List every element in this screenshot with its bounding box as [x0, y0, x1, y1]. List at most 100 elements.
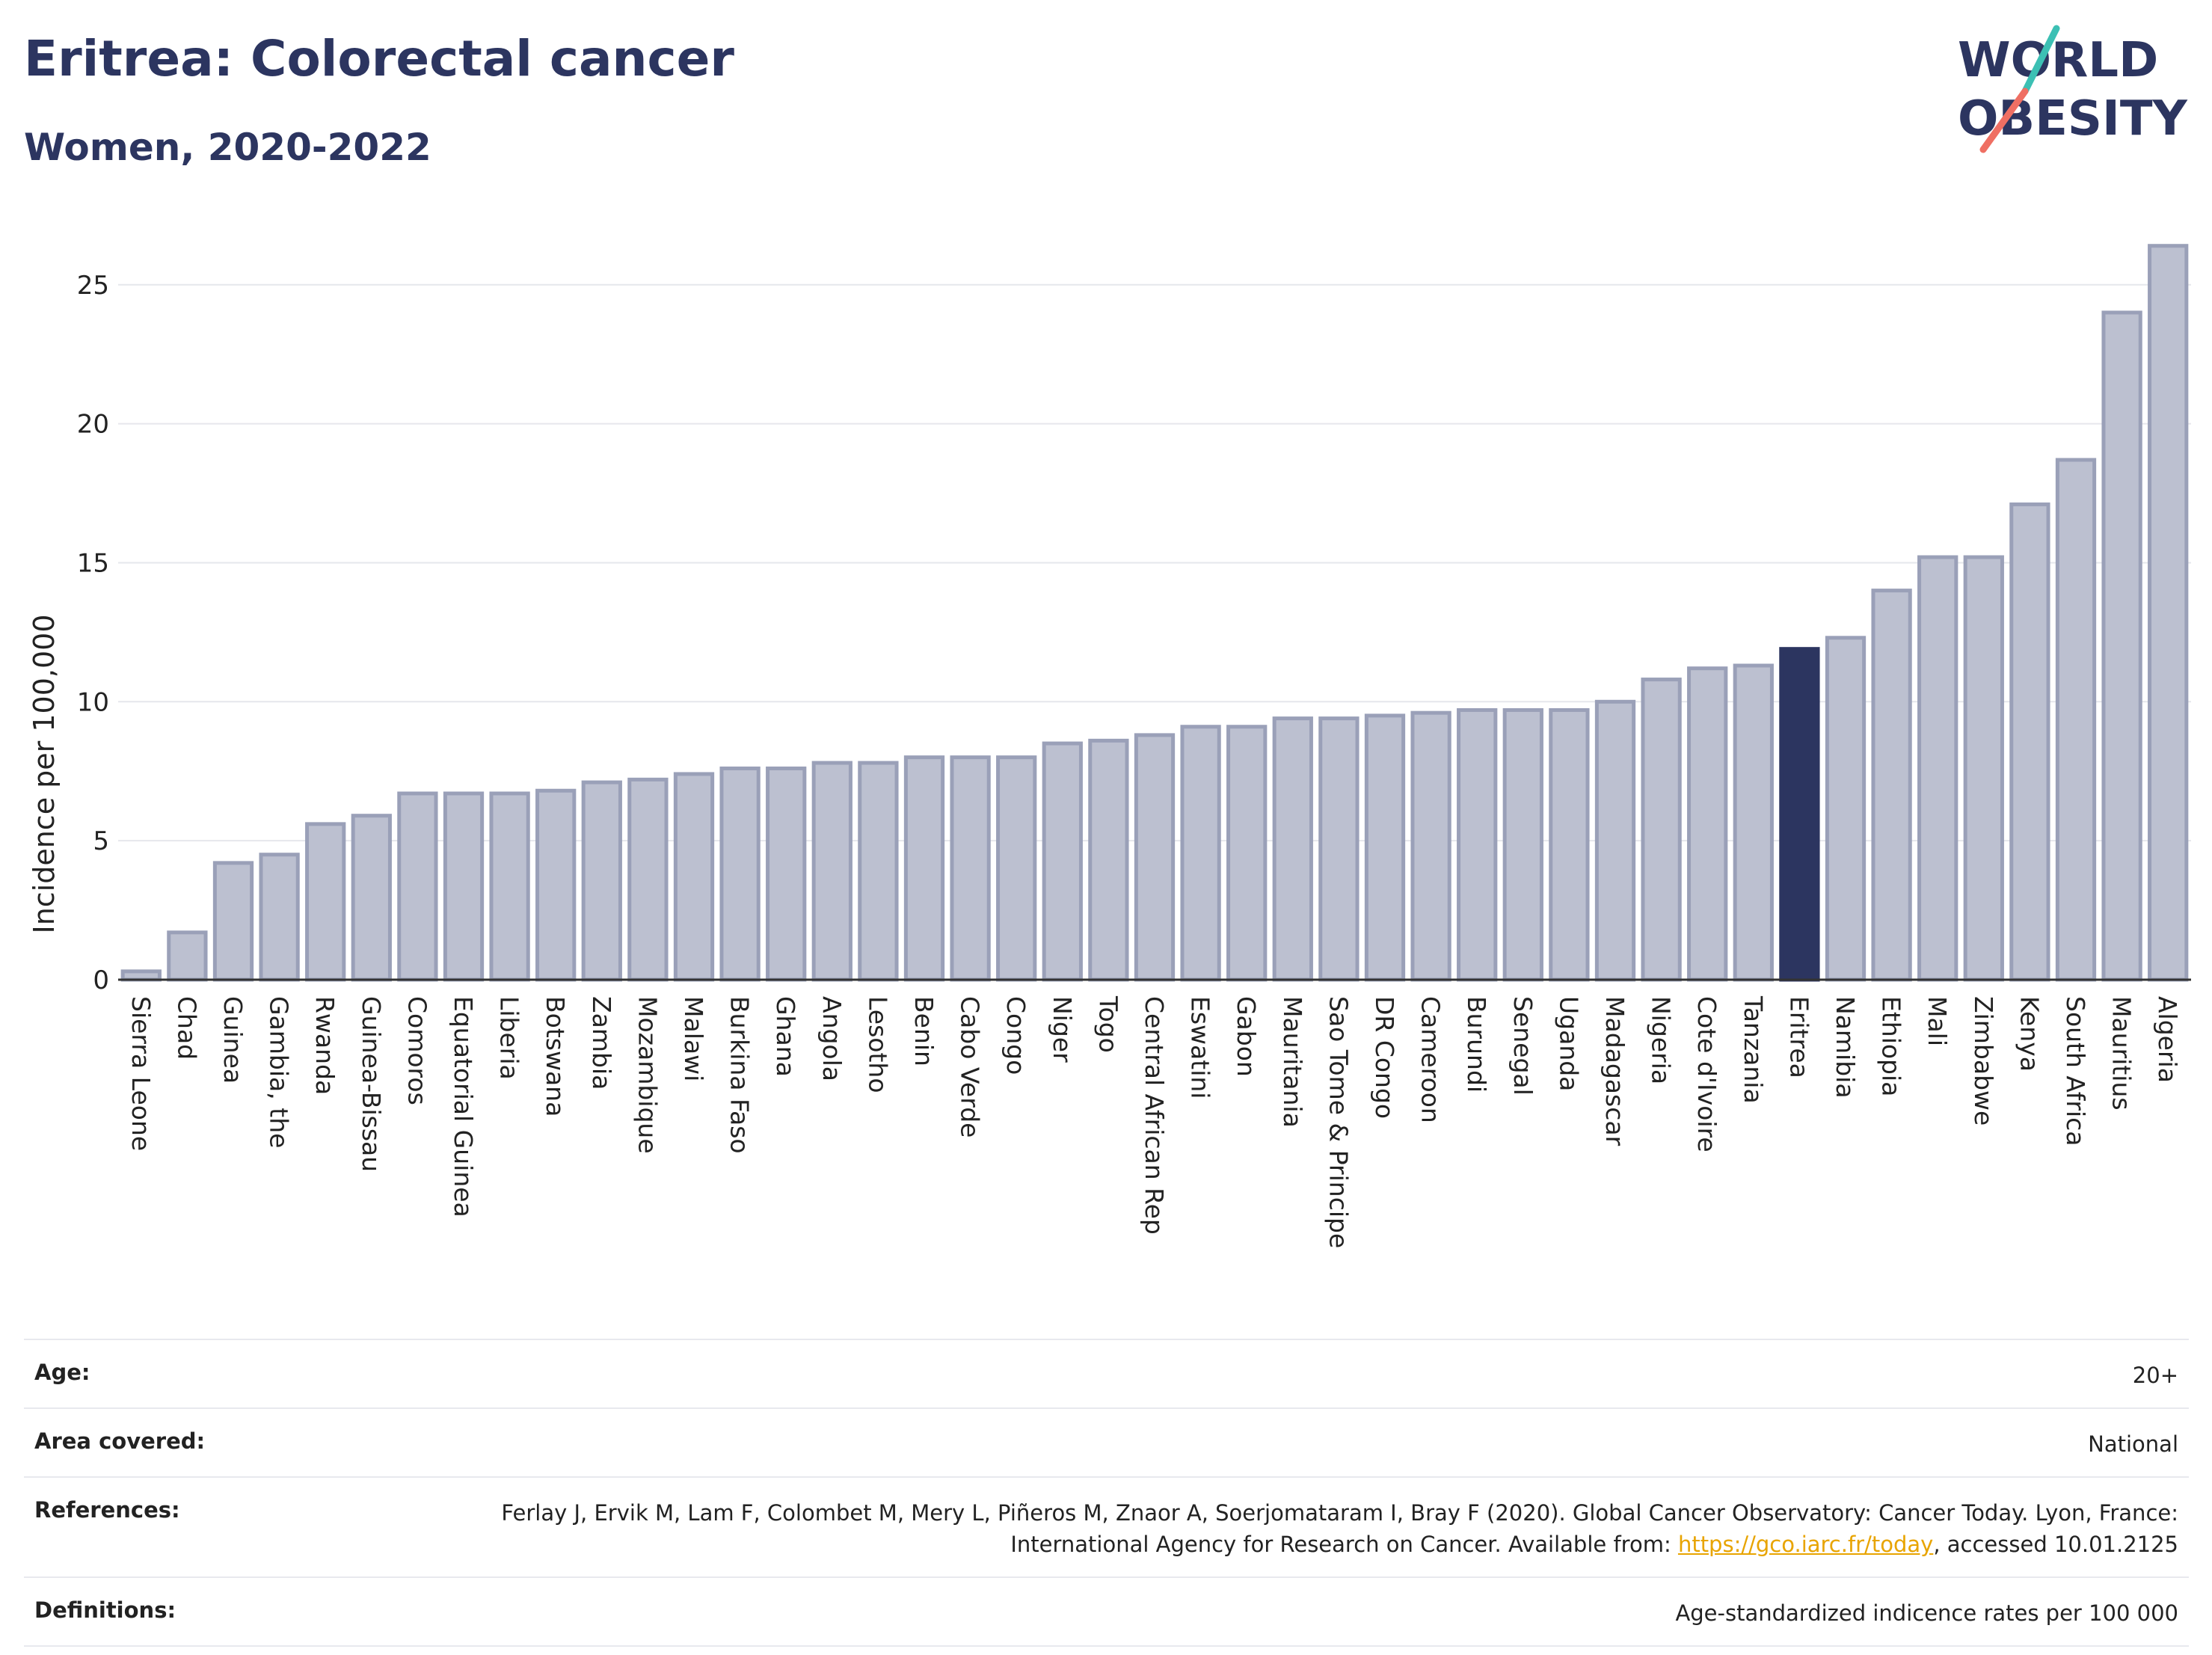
bar-chart: 0 5 10 15 20 25 Sierra Leone Chad Guinea Gambia,… — [28, 244, 2191, 1248]
bar — [2055, 458, 2097, 982]
bar — [443, 791, 485, 982]
x-tick-label: Equatorial Guinea — [449, 996, 478, 1218]
x-tick-label: Rwanda — [310, 996, 340, 1095]
x-tick-label: Chad — [172, 996, 201, 1060]
x-tick-label: Tanzania — [1739, 995, 1768, 1104]
x-tick-label: Cote d'Ivoire — [1692, 996, 1721, 1152]
x-tick-label: Togo — [1093, 995, 1122, 1053]
x-tick-label: Algeria — [2153, 996, 2182, 1083]
bar — [1687, 666, 1728, 982]
bar — [1457, 707, 1498, 982]
bar — [1088, 738, 1129, 982]
x-tick-label: DR Congo — [1370, 996, 1399, 1119]
bar — [996, 755, 1037, 982]
bar — [212, 861, 254, 982]
y-tick-label: 10 — [77, 687, 109, 717]
meta-label: Age: — [34, 1360, 90, 1385]
logo-text-world: WORLD — [1958, 33, 2158, 88]
bar — [1641, 678, 1682, 982]
reference-text: Ferlay J, Ervik M, Lam F, Colombet M, Me… — [501, 1500, 2178, 1557]
x-tick-label: Zambia — [587, 996, 616, 1090]
meta-value: Ferlay J, Ervik M, Lam F, Colombet M, Me… — [458, 1497, 2178, 1560]
bar — [1042, 741, 1083, 982]
x-tick-label: Comoros — [402, 996, 431, 1105]
logo-slash-icon-teal — [2021, 25, 2060, 95]
x-tick-label: Eritrea — [1784, 996, 1813, 1078]
meta-label: References: — [34, 1497, 180, 1523]
y-tick-labels: 0 5 10 15 20 25 — [77, 271, 109, 995]
x-tick-label: South Africa — [2061, 996, 2090, 1146]
bar — [1364, 713, 1406, 982]
bar — [1594, 699, 1636, 982]
x-tick-label: Mali — [1923, 996, 1952, 1046]
meta-row-definitions: Definitions: Age-standardized indicence … — [24, 1576, 2189, 1647]
x-tick-label: Ghana — [771, 996, 800, 1077]
x-tick-label: Guinea-Bissau — [357, 996, 386, 1172]
x-tick-label: Gabon — [1232, 996, 1261, 1077]
bar — [1502, 707, 1543, 982]
x-tick-label: Niger — [1048, 996, 1077, 1063]
x-tick-label: Lesotho — [863, 996, 892, 1093]
x-tick-label: Mozambique — [633, 996, 662, 1154]
bar — [950, 755, 991, 982]
y-axis-label: Incidence per 100,000 — [28, 614, 61, 933]
bar — [1733, 663, 1774, 982]
y-tick-label: 0 — [93, 965, 109, 995]
bar — [2101, 310, 2142, 982]
bar — [489, 791, 530, 982]
x-tick-label: Liberia — [495, 996, 524, 1080]
bar — [1917, 555, 1958, 982]
x-tick-label: Zimbabwe — [1969, 996, 1998, 1126]
x-tick-label: Burkina Faso — [725, 996, 755, 1154]
bar — [2148, 244, 2189, 982]
x-tick-label: Namibia — [1831, 996, 1860, 1099]
bar — [673, 772, 715, 982]
chart-title: Eritrea: Colorectal cancer — [24, 30, 734, 87]
bar — [719, 767, 761, 982]
x-tick-labels: Sierra Leone Chad Guinea Gambia, the Rwanda G… — [126, 995, 2182, 1248]
meta-row-references: References: Ferlay J, Ervik M, Lam F, Co… — [24, 1476, 2189, 1576]
x-tick-label: Nigeria — [1647, 996, 1676, 1084]
x-tick-label: Angola — [817, 996, 847, 1081]
x-tick-label: Senegal — [1508, 996, 1537, 1096]
x-tick-label: Cabo Verde — [956, 996, 985, 1137]
bar — [259, 853, 300, 982]
logo-slash-icon-coral — [1979, 87, 2029, 153]
x-tick-label: Gambia, the — [265, 996, 294, 1148]
bar-highlight — [1779, 647, 1820, 982]
x-tick-label: Malawi — [679, 996, 708, 1081]
meta-value: National — [2088, 1431, 2178, 1457]
bar — [1318, 716, 1360, 982]
meta-value: 20+ — [2132, 1363, 2178, 1388]
y-tick-label: 5 — [93, 826, 109, 856]
x-tick-label: Mauritania — [1278, 996, 1307, 1128]
bar — [535, 788, 577, 982]
bar — [1410, 710, 1451, 982]
bar — [120, 969, 162, 982]
x-tick-label: Eswatini — [1186, 996, 1215, 1099]
x-tick-label: Sierra Leone — [126, 996, 156, 1151]
chart-subtitle: Women, 2020-2022 — [24, 126, 431, 169]
bar — [627, 777, 669, 982]
x-tick-label: Mauritius — [2107, 996, 2136, 1111]
bars — [120, 244, 2189, 982]
bar — [1871, 589, 1912, 982]
x-tick-label: Cameroon — [1416, 996, 1446, 1123]
reference-link[interactable]: https://gco.iarc.fr/today — [1677, 1532, 1934, 1557]
bar — [351, 814, 392, 982]
bar — [305, 822, 346, 982]
x-tick-label: Ethiopia — [1877, 996, 1906, 1096]
bar — [1963, 555, 2004, 982]
y-tick-label: 15 — [77, 548, 109, 578]
bar — [903, 755, 945, 982]
meta-row-age: Age: 20+ — [24, 1339, 2189, 1407]
x-tick-label: Congo — [1001, 996, 1030, 1075]
x-tick-label: Botswana — [541, 996, 570, 1117]
meta-row-area: Area covered: National — [24, 1407, 2189, 1476]
bar — [858, 761, 899, 982]
x-tick-label: Guinea — [218, 996, 248, 1084]
x-tick-label: Uganda — [1554, 996, 1583, 1091]
meta-label: Definitions: — [34, 1597, 176, 1623]
x-tick-label: Burundi — [1462, 996, 1491, 1093]
meta-value: Age-standardized indicence rates per 100… — [1675, 1600, 2178, 1626]
